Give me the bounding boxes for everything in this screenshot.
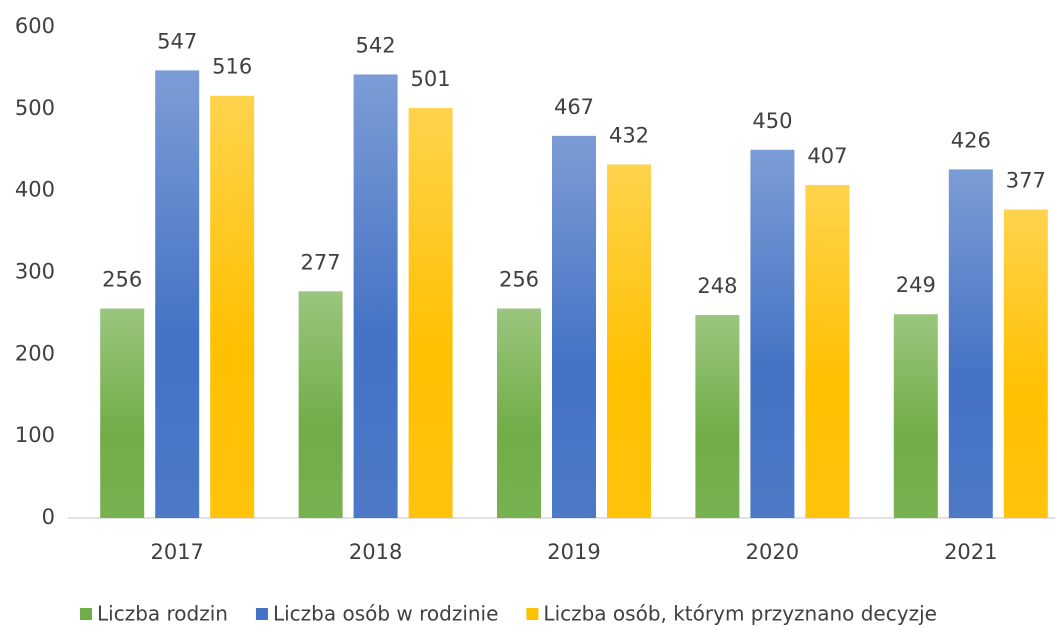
x-tick-label: 2017 xyxy=(150,540,203,564)
bar xyxy=(298,291,343,518)
bar xyxy=(607,164,651,519)
data-label: 256 xyxy=(499,268,539,292)
bar xyxy=(353,74,398,519)
data-label: 450 xyxy=(752,109,792,133)
data-label: 516 xyxy=(212,55,252,79)
data-label: 248 xyxy=(697,274,737,298)
data-label: 547 xyxy=(157,29,197,53)
bar xyxy=(805,184,850,518)
y-tick-label: 400 xyxy=(15,178,55,202)
legend-label: Liczba osób, którym przyznano decyzje xyxy=(543,602,937,626)
bar xyxy=(948,169,993,518)
x-tick-label: 2018 xyxy=(349,540,402,564)
bar xyxy=(552,135,596,519)
y-tick-label: 100 xyxy=(15,423,55,447)
data-label: 432 xyxy=(609,123,649,147)
bar xyxy=(408,108,453,518)
data-label: 256 xyxy=(102,268,142,292)
bar xyxy=(210,95,255,519)
data-label: 467 xyxy=(554,95,594,119)
y-tick-label: 200 xyxy=(15,341,55,365)
bar xyxy=(695,315,740,518)
data-label: 426 xyxy=(951,128,991,152)
data-label: 249 xyxy=(896,273,936,297)
data-label: 407 xyxy=(807,144,847,168)
y-tick-label: 300 xyxy=(15,260,55,284)
data-label: 277 xyxy=(301,250,341,274)
x-tick-label: 2019 xyxy=(547,540,600,564)
bar xyxy=(497,308,541,518)
legend-label: Liczba rodzin xyxy=(97,602,228,626)
y-tick-label: 600 xyxy=(15,14,55,38)
bar xyxy=(1003,209,1048,518)
y-tick-label: 500 xyxy=(15,96,55,120)
bar xyxy=(750,149,795,518)
legend-swatch xyxy=(255,608,268,620)
bar xyxy=(893,314,938,518)
legend-label: Liczba osób w rodzinie xyxy=(273,602,498,626)
x-tick-label: 2021 xyxy=(944,540,997,564)
data-label: 542 xyxy=(356,33,396,57)
bar xyxy=(100,308,145,518)
legend-swatch xyxy=(526,608,539,620)
y-tick-label: 0 xyxy=(42,505,55,529)
data-label: 377 xyxy=(1006,168,1046,192)
legend: Liczba rodzin Liczba osób w rodzinie Liczb… xyxy=(80,602,937,626)
data-label: 501 xyxy=(411,67,451,91)
legend-swatch xyxy=(80,608,92,620)
bar xyxy=(155,70,200,518)
x-tick-label: 2020 xyxy=(746,540,799,564)
